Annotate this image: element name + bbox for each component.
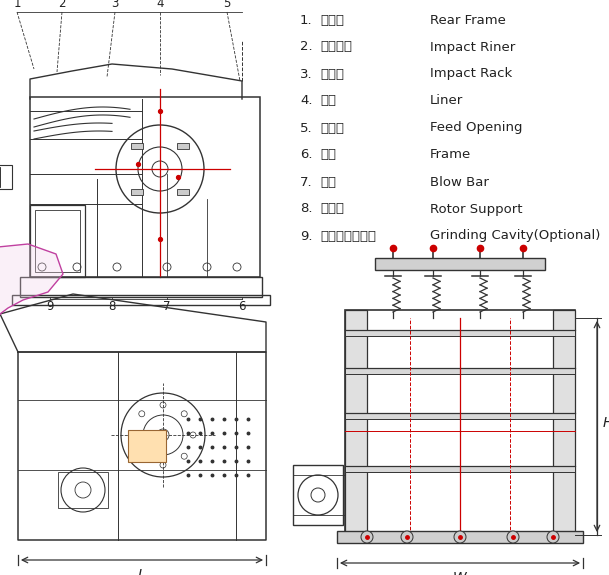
Text: 4: 4: [157, 0, 164, 10]
Bar: [177, 143, 189, 150]
Text: 1.: 1.: [300, 13, 312, 26]
Bar: [128, 430, 166, 462]
Text: Frame: Frame: [430, 148, 471, 162]
Bar: [345, 310, 367, 535]
Text: 5: 5: [224, 0, 231, 10]
Text: 反击衬板: 反击衬板: [320, 40, 352, 53]
Circle shape: [507, 531, 519, 543]
Bar: [30, 97, 260, 277]
Text: 底座: 底座: [320, 148, 336, 162]
Text: 7.: 7.: [300, 175, 312, 189]
Bar: [20, 277, 262, 297]
Text: Rotor Support: Rotor Support: [430, 202, 523, 216]
Bar: [132, 189, 143, 194]
Text: W: W: [453, 571, 467, 575]
Bar: [35, 210, 80, 272]
Bar: [58, 472, 108, 508]
Circle shape: [454, 531, 466, 543]
Bar: [337, 531, 583, 543]
Text: Feed Opening: Feed Opening: [430, 121, 523, 135]
Text: 3: 3: [111, 0, 119, 10]
Bar: [132, 143, 143, 150]
Bar: [345, 310, 575, 535]
Polygon shape: [0, 244, 63, 314]
Bar: [345, 413, 575, 419]
Text: 1: 1: [13, 0, 21, 10]
Text: Blow Bar: Blow Bar: [430, 175, 489, 189]
Text: H: H: [603, 416, 609, 430]
Bar: [345, 368, 575, 374]
Text: L: L: [138, 568, 146, 575]
Circle shape: [401, 531, 413, 543]
Text: 9: 9: [46, 301, 54, 313]
Text: 2: 2: [58, 0, 66, 10]
Bar: [375, 258, 545, 270]
Text: Liner: Liner: [430, 94, 463, 108]
Bar: [0, 165, 12, 189]
Text: 板锤: 板锤: [320, 175, 336, 189]
Circle shape: [361, 531, 373, 543]
Text: 2.: 2.: [300, 40, 312, 53]
Bar: [345, 466, 575, 472]
Text: 研磨腔（选装）: 研磨腔（选装）: [320, 229, 376, 243]
Text: 进料口: 进料口: [320, 121, 344, 135]
Text: 后箱体: 后箱体: [320, 13, 344, 26]
Text: 8: 8: [108, 301, 116, 313]
Text: 7: 7: [163, 301, 171, 313]
Text: 8.: 8.: [300, 202, 312, 216]
Bar: [30, 205, 85, 277]
Text: 6: 6: [238, 301, 246, 313]
Text: 5.: 5.: [300, 121, 312, 135]
Text: 反击架: 反击架: [320, 67, 344, 81]
Text: 9.: 9.: [300, 229, 312, 243]
Text: Impact Riner: Impact Riner: [430, 40, 515, 53]
Bar: [345, 330, 575, 336]
Text: 4.: 4.: [300, 94, 312, 108]
Text: 衬板: 衬板: [320, 94, 336, 108]
Text: 转子架: 转子架: [320, 202, 344, 216]
Bar: [293, 465, 343, 525]
Text: Rear Frame: Rear Frame: [430, 13, 506, 26]
Circle shape: [547, 531, 559, 543]
Bar: [12, 295, 270, 305]
Bar: [177, 189, 189, 194]
Text: Grinding Cavity(Optional): Grinding Cavity(Optional): [430, 229, 600, 243]
Bar: [553, 310, 575, 535]
Text: 6.: 6.: [300, 148, 312, 162]
Text: Impact Rack: Impact Rack: [430, 67, 512, 81]
Text: 3.: 3.: [300, 67, 312, 81]
